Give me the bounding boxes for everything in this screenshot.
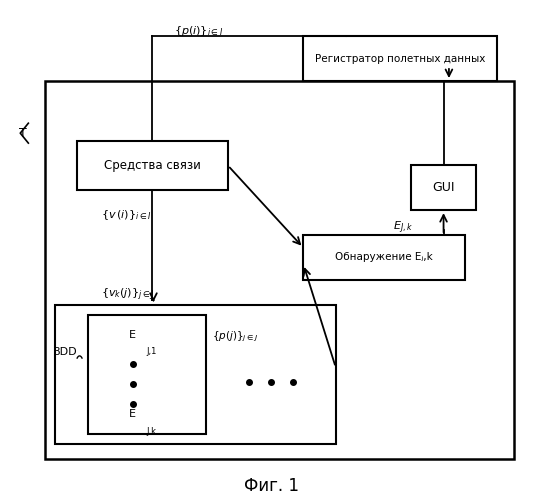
Bar bbox=[55, 304, 335, 444]
Text: E: E bbox=[129, 409, 136, 419]
Bar bbox=[304, 36, 498, 81]
Text: BDD: BDD bbox=[53, 347, 78, 357]
Text: $\{v\,(i)\}_{i\in I}$: $\{v\,(i)\}_{i\in I}$ bbox=[101, 208, 152, 222]
Bar bbox=[44, 81, 514, 459]
Text: J,1: J,1 bbox=[146, 347, 157, 356]
Text: J,k: J,k bbox=[146, 426, 156, 436]
Text: $E_{J,k}$: $E_{J,k}$ bbox=[393, 220, 414, 236]
Bar bbox=[411, 166, 476, 210]
Bar bbox=[77, 140, 228, 190]
Bar bbox=[88, 314, 207, 434]
Text: Обнаружение Eⱼ,k: Обнаружение Eⱼ,k bbox=[335, 252, 433, 262]
Text: $\{p(i)\}_{i\in I}$: $\{p(i)\}_{i\in I}$ bbox=[173, 24, 223, 38]
Text: $\{p(j)\}_{j\in J}$: $\{p(j)\}_{j\in J}$ bbox=[212, 330, 257, 344]
Text: Регистратор полетных данных: Регистратор полетных данных bbox=[315, 54, 486, 64]
Text: E: E bbox=[129, 330, 136, 340]
Text: GUI: GUI bbox=[433, 182, 455, 194]
Text: Средства связи: Средства связи bbox=[104, 159, 201, 172]
Text: T: T bbox=[19, 126, 27, 140]
Bar bbox=[304, 235, 465, 280]
Text: Фиг. 1: Фиг. 1 bbox=[243, 477, 299, 495]
Text: $\{v_k(j)\}_{j\in J}$: $\{v_k(j)\}_{j\in J}$ bbox=[101, 286, 154, 303]
